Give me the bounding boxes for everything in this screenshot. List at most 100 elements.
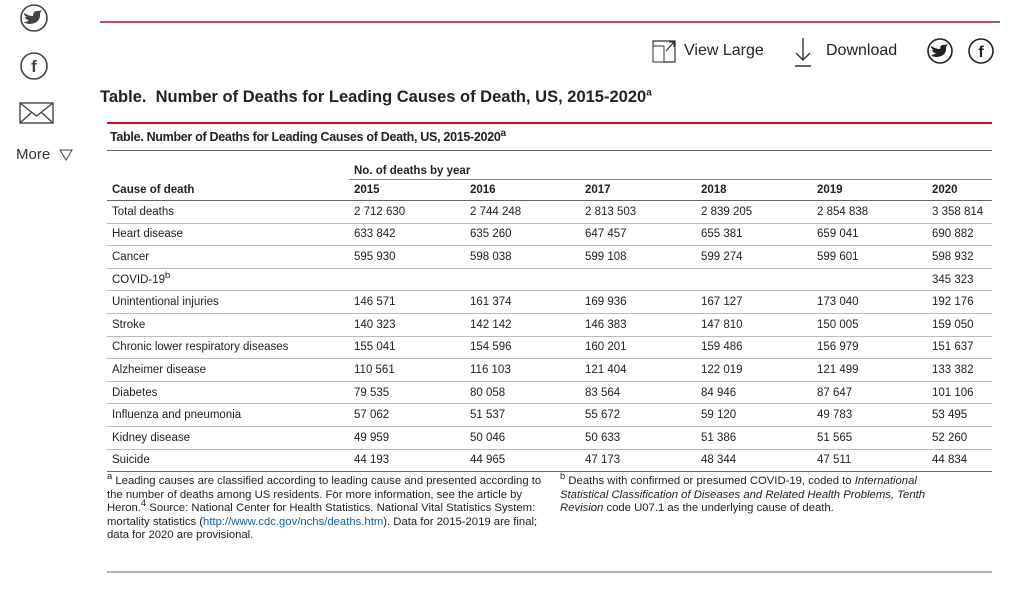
value-cell: 87 647	[812, 381, 927, 405]
value-cell: 47 173	[580, 449, 696, 473]
view-large[interactable]: View Large	[684, 42, 764, 59]
year-header: 2018	[696, 179, 812, 201]
cause-cell: Total deaths	[107, 200, 349, 224]
table-row: Suicide 44 193 44 965 47 173 48 344 47 511 44 …	[107, 449, 992, 473]
value-cell: 150 005	[812, 313, 927, 337]
fn-text: Source: National Center for Health Stati…	[107, 502, 536, 528]
value-cell: 47 511	[812, 449, 927, 473]
fn-text: code U07.1 as the underlying cause of de…	[603, 502, 834, 515]
value-cell: 55 672	[580, 403, 696, 427]
value-cell: 121 404	[580, 358, 696, 382]
value-cell: 116 103	[465, 358, 580, 382]
facebook-share[interactable]: f	[20, 52, 48, 80]
value-cell	[696, 268, 812, 292]
download[interactable]: Download	[826, 42, 898, 59]
value-cell: 647 457	[580, 223, 696, 247]
cause-cell: Diabetes	[107, 381, 349, 405]
deaths-table: No. of deaths by year Cause of death 2015…	[107, 150, 992, 473]
cause-cell: Cancer	[107, 245, 349, 269]
value-cell: 83 564	[580, 381, 696, 405]
table-row: COVID-19b 345 323	[107, 268, 992, 292]
value-cell: 53 495	[927, 403, 992, 427]
more-arrow[interactable]	[59, 149, 73, 161]
svg-text:f: f	[31, 57, 37, 76]
cause-label: Cancer	[112, 250, 150, 263]
table-row: Alzheimer disease 110 561 116 103 121 404 12…	[107, 358, 992, 382]
view-large-icon[interactable]	[652, 40, 676, 63]
cause-label: Kidney disease	[112, 431, 190, 444]
cause-label: COVID-19	[112, 273, 166, 286]
twitter-toolbar[interactable]	[927, 38, 953, 64]
value-cell: 2 744 248	[465, 200, 580, 224]
download-icon[interactable]	[795, 38, 811, 67]
value-cell	[580, 268, 696, 292]
value-cell: 133 382	[927, 358, 992, 382]
cause-cell: Kidney disease	[107, 426, 349, 450]
value-cell: 599 274	[696, 245, 812, 269]
cause-sup: b	[165, 269, 171, 281]
caption-text: Table. Number of Deaths for Leading Caus…	[110, 130, 501, 144]
fn-text: Leading causes are classified according …	[107, 475, 542, 515]
caption-sup: a	[500, 127, 507, 139]
value-cell: 52 260	[927, 426, 992, 450]
year-header: 2020	[927, 179, 992, 201]
value-cell	[349, 268, 465, 292]
value-cell: 51 537	[465, 403, 580, 427]
year-header: 2015	[349, 179, 465, 201]
table-row: Cancer 595 930 598 038 599 108 599 274 599 60…	[107, 245, 992, 269]
value-cell: 2 712 630	[349, 200, 465, 224]
value-cell: 44 193	[349, 449, 465, 473]
value-cell: 633 842	[349, 223, 465, 247]
value-cell: 2 839 205	[696, 200, 812, 224]
value-cell: 121 499	[812, 358, 927, 382]
cause-label: Influenza and pneumonia	[112, 409, 242, 422]
year-header: 2019	[812, 179, 927, 201]
table-row: Chronic lower respiratory diseases 155 04…	[107, 336, 992, 360]
value-cell: 2 854 838	[812, 200, 927, 224]
table-row: Diabetes 79 535 80 058 83 564 84 946 87 647 10…	[107, 381, 992, 405]
value-cell: 659 041	[812, 223, 927, 247]
facebook-toolbar[interactable]: f	[968, 38, 994, 64]
blank-head	[107, 150, 349, 180]
fn-link[interactable]: http://www.cdc.gov/nchs/deaths.htm	[203, 515, 384, 528]
value-cell: 635 260	[465, 223, 580, 247]
value-cell: 155 041	[349, 336, 465, 360]
cause-cell: Alzheimer disease	[107, 358, 349, 382]
fn-text: ). Data for 2015-2019 are final; data fo…	[107, 515, 538, 542]
fn-ref: 4	[140, 497, 147, 509]
cause-label: Diabetes	[112, 386, 158, 399]
cause-cell: Chronic lower respiratory diseases	[107, 336, 349, 360]
cause-label: Suicide	[112, 454, 150, 467]
more-link[interactable]: More	[16, 146, 51, 163]
cause-label: Heart disease	[112, 228, 183, 241]
value-cell: 159 486	[696, 336, 812, 360]
fn-text: Deaths with confirmed or presumed COVID-…	[568, 475, 855, 487]
value-cell: 51 386	[696, 426, 812, 450]
title-text: Table. Number of Deaths for Leading Caus…	[100, 88, 647, 106]
value-cell: 146 571	[349, 290, 465, 314]
year-header: 2016	[465, 179, 580, 201]
value-cell: 598 038	[465, 245, 580, 269]
value-cell	[465, 268, 580, 292]
value-cell: 2 813 503	[580, 200, 696, 224]
value-cell: 50 046	[465, 426, 580, 450]
value-cell: 48 344	[696, 449, 812, 473]
cause-cell: COVID-19b	[107, 268, 349, 292]
value-cell: 169 936	[580, 290, 696, 314]
twitter-share[interactable]	[20, 4, 48, 32]
value-cell: 50 633	[580, 426, 696, 450]
table-caption: Table. Number of Deaths for Leading Caus…	[110, 127, 507, 144]
value-cell: 151 637	[927, 336, 992, 360]
value-cell: 173 040	[812, 290, 927, 314]
value-cell: 57 062	[349, 403, 465, 427]
value-cell: 147 810	[696, 313, 812, 337]
value-cell: 345 323	[927, 268, 992, 292]
value-cell: 598 932	[927, 245, 992, 269]
value-cell: 59 120	[696, 403, 812, 427]
email-share[interactable]	[19, 102, 54, 124]
value-cell: 80 058	[465, 381, 580, 405]
cause-label: Total deaths	[112, 205, 175, 218]
value-cell: 161 374	[465, 290, 580, 314]
